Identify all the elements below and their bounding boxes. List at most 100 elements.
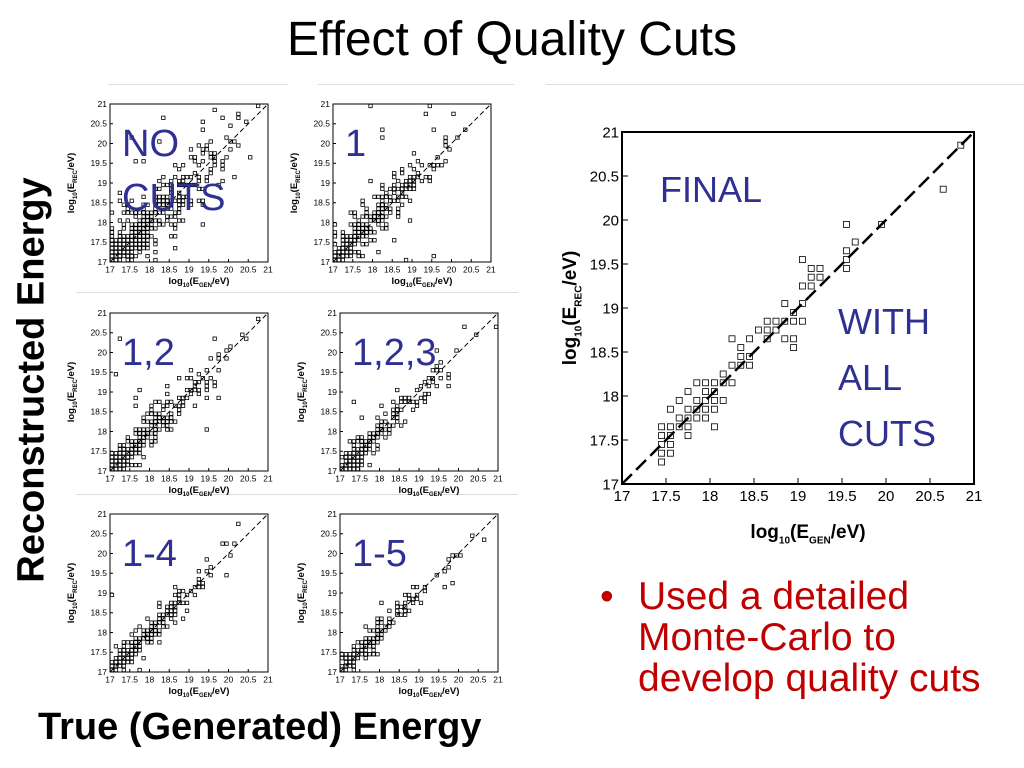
data-point — [173, 620, 178, 625]
data-point — [141, 431, 146, 436]
data-point — [403, 604, 408, 609]
data-point — [157, 620, 162, 625]
data-point — [658, 423, 665, 431]
data-point — [204, 395, 209, 401]
data-point — [192, 387, 198, 393]
data-point — [200, 198, 205, 203]
data-point — [359, 435, 364, 440]
data-point — [133, 242, 138, 247]
data-point — [684, 414, 692, 422]
data-point — [157, 419, 162, 424]
data-point — [392, 190, 397, 195]
data-point — [113, 660, 119, 665]
data-point — [344, 253, 349, 259]
x-tick-label: 19 — [184, 474, 194, 484]
data-point — [693, 414, 701, 422]
data-point — [427, 178, 432, 184]
data-point — [790, 344, 798, 352]
data-point — [462, 324, 467, 329]
data-point — [121, 234, 126, 239]
data-point — [842, 247, 850, 255]
data-point — [141, 242, 146, 247]
x-tick-label: 18.5 — [161, 265, 178, 275]
y-tick-label: 17.5 — [90, 237, 107, 247]
data-point — [675, 423, 683, 431]
data-point — [137, 447, 142, 452]
data-point — [153, 238, 158, 243]
data-point — [169, 178, 174, 184]
x-tick-label: 20.5 — [240, 675, 257, 685]
data-point — [188, 376, 194, 381]
data-point — [113, 257, 119, 263]
data-point — [212, 107, 217, 113]
data-point — [149, 431, 154, 436]
data-point — [367, 640, 372, 645]
data-point — [196, 391, 201, 397]
data-point — [177, 600, 182, 605]
data-point — [208, 151, 213, 156]
data-point — [422, 399, 428, 404]
y-tick-label: 20.5 — [90, 328, 107, 338]
data-point — [422, 395, 428, 401]
data-point — [137, 238, 142, 243]
data-point — [177, 376, 182, 381]
data-point — [790, 335, 798, 343]
data-point — [141, 439, 146, 444]
data-point — [137, 234, 142, 239]
data-point — [384, 206, 389, 211]
data-point — [407, 182, 413, 188]
data-point — [169, 182, 174, 188]
data-point — [145, 238, 150, 243]
data-point — [157, 194, 162, 199]
data-point — [165, 608, 170, 613]
data-point — [153, 218, 158, 223]
y-tick-label: 20 — [328, 548, 338, 558]
data-point — [351, 466, 356, 472]
data-point — [347, 660, 352, 665]
data-point — [121, 462, 126, 468]
x-tick-label: 18 — [145, 675, 155, 685]
data-point — [371, 636, 376, 641]
data-point — [348, 242, 353, 247]
data-point — [121, 250, 126, 255]
data-point — [403, 182, 409, 188]
data-point — [129, 656, 134, 661]
data-point — [121, 202, 126, 207]
data-point — [161, 624, 166, 629]
data-point — [109, 462, 115, 468]
data-point — [675, 396, 683, 404]
data-point — [375, 427, 380, 432]
data-point — [129, 198, 134, 203]
data-point — [351, 648, 356, 653]
data-point — [117, 663, 122, 669]
data-point — [153, 226, 158, 231]
data-point — [395, 403, 400, 408]
data-point — [208, 167, 213, 172]
x-tick-label: 19 — [790, 488, 807, 505]
data-point — [117, 257, 122, 263]
data-point — [343, 459, 349, 464]
data-point — [165, 391, 170, 397]
data-point — [161, 620, 166, 625]
x-axis-label: log10(EGEN/eV) — [399, 686, 460, 699]
data-point — [192, 380, 198, 385]
data-point — [363, 443, 368, 448]
data-point — [754, 326, 762, 334]
data-point — [454, 348, 459, 353]
x-tick-label: 18 — [368, 265, 378, 275]
data-point — [807, 273, 815, 281]
data-point — [430, 380, 435, 385]
data-point — [427, 163, 432, 168]
x-tick-label: 18 — [375, 474, 385, 484]
data-point — [157, 139, 162, 144]
data-point — [121, 210, 126, 215]
data-point — [343, 652, 349, 657]
data-point — [380, 194, 385, 199]
data-point — [109, 250, 115, 255]
data-point — [407, 395, 412, 401]
data-point — [360, 226, 365, 231]
reference-diagonal-line — [109, 312, 269, 472]
data-point — [423, 174, 428, 180]
data-point — [141, 210, 146, 215]
x-tick-label: 18.5 — [391, 474, 408, 484]
